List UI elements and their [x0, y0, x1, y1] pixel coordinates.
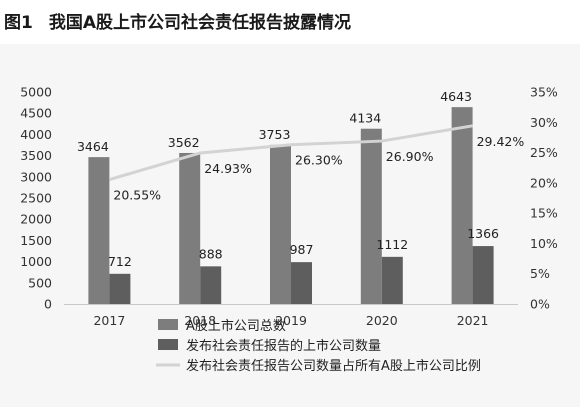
- ratio-value-label: 26.90%: [386, 149, 434, 164]
- y-left-tick-label: 4000: [20, 127, 52, 142]
- bar-csr-reporting: [109, 273, 131, 304]
- bar-csr-value-label: 712: [108, 254, 132, 269]
- chart-panel: 0 500 1000 1500 2000 2500 3000 3500 4000 4500 5000…: [0, 44, 580, 407]
- bar-csr-value-label: 888: [199, 246, 223, 261]
- ratio-value-label: 29.42%: [477, 134, 525, 149]
- y-left-tick-label: 3000: [20, 169, 52, 184]
- ratio-value-label: 26.30%: [295, 153, 343, 168]
- y-right-tick-label: 15%: [530, 206, 558, 221]
- figure-title-bar: 图1 我国A股上市公司社会责任报告披露情况: [0, 0, 580, 40]
- legend-label: 发布社会责任报告的上市公司数量: [186, 338, 381, 354]
- bar-total-value-label: 3562: [168, 135, 200, 150]
- x-tick-label: 2020: [366, 313, 398, 328]
- y-right-tick-label: 0%: [530, 297, 550, 312]
- bar-csr-reporting: [381, 256, 403, 304]
- y-left-tick-label: 500: [28, 275, 52, 290]
- bar-total-value-label: 4643: [440, 89, 472, 104]
- legend: A股上市公司总数发布社会责任报告的上市公司数量发布社会责任报告公司数量占所有A股…: [156, 318, 481, 374]
- legend-swatch: [158, 339, 178, 350]
- bar-total-value-label: 4134: [349, 111, 381, 126]
- bars: 3464 712 3562 888 3753 987 4134 1112 4643 1366: [77, 89, 499, 304]
- x-tick-label: 2018: [184, 313, 216, 328]
- bar-total-value-label: 3464: [77, 139, 109, 154]
- legend-label: 发布社会责任报告公司数量占所有A股上市公司比例: [186, 358, 481, 374]
- bar-total-listed: [451, 107, 473, 304]
- y-right-tick-label: 5%: [530, 266, 550, 281]
- bar-csr-reporting: [291, 262, 312, 304]
- bar-total-value-label: 3753: [259, 127, 291, 142]
- bar-csr-reporting: [472, 246, 494, 304]
- y-axis-right: 0% 5% 10% 15% 20% 25% 30% 35%: [530, 85, 558, 312]
- bar-csr-reporting: [200, 266, 222, 304]
- y-left-tick-label: 1000: [20, 254, 52, 269]
- y-right-tick-label: 25%: [530, 145, 558, 160]
- y-left-tick-label: 2500: [20, 191, 52, 206]
- bar-csr-value-label: 1366: [467, 226, 499, 241]
- ratio-line: 20.55% 24.93% 26.30% 26.90% 29.42%: [108, 124, 525, 203]
- legend-swatch: [158, 319, 178, 330]
- y-right-tick-label: 30%: [530, 115, 558, 130]
- y-axis-left: 0 500 1000 1500 2000 2500 3000 3500 4000 4500 5000: [20, 85, 52, 312]
- bar-total-listed: [360, 128, 382, 304]
- x-tick-label: 2019: [275, 313, 307, 328]
- figure-title: 我国A股上市公司社会责任报告披露情况: [48, 12, 351, 33]
- bar-csr-value-label: 1112: [376, 237, 408, 252]
- x-tick-label: 2017: [93, 313, 125, 328]
- y-left-tick-label: 1500: [20, 233, 52, 248]
- figure-number: 图1: [4, 12, 33, 33]
- x-axis: 2017 2018 2019 2020 2021: [93, 313, 488, 328]
- y-left-tick-label: 0: [44, 297, 52, 312]
- y-right-tick-label: 35%: [530, 85, 558, 100]
- bar-total-listed: [270, 144, 291, 304]
- y-right-tick-label: 20%: [530, 175, 558, 190]
- y-left-tick-label: 5000: [20, 85, 52, 100]
- ratio-value-label: 20.55%: [113, 188, 161, 203]
- y-left-tick-label: 4500: [20, 106, 52, 121]
- bar-total-listed: [88, 157, 110, 304]
- bar-total-listed: [179, 152, 201, 304]
- y-left-tick-label: 3500: [20, 148, 52, 163]
- y-right-tick-label: 10%: [530, 236, 558, 251]
- bar-csr-value-label: 987: [290, 242, 314, 257]
- x-tick-label: 2021: [457, 313, 489, 328]
- ratio-series-line: [108, 124, 473, 181]
- ratio-value-label: 24.93%: [204, 161, 252, 176]
- legend-label: A股上市公司总数: [186, 318, 286, 334]
- combo-chart: 0 500 1000 1500 2000 2500 3000 3500 4000 4500 5000…: [20, 85, 558, 375]
- y-left-tick-label: 2000: [20, 212, 52, 227]
